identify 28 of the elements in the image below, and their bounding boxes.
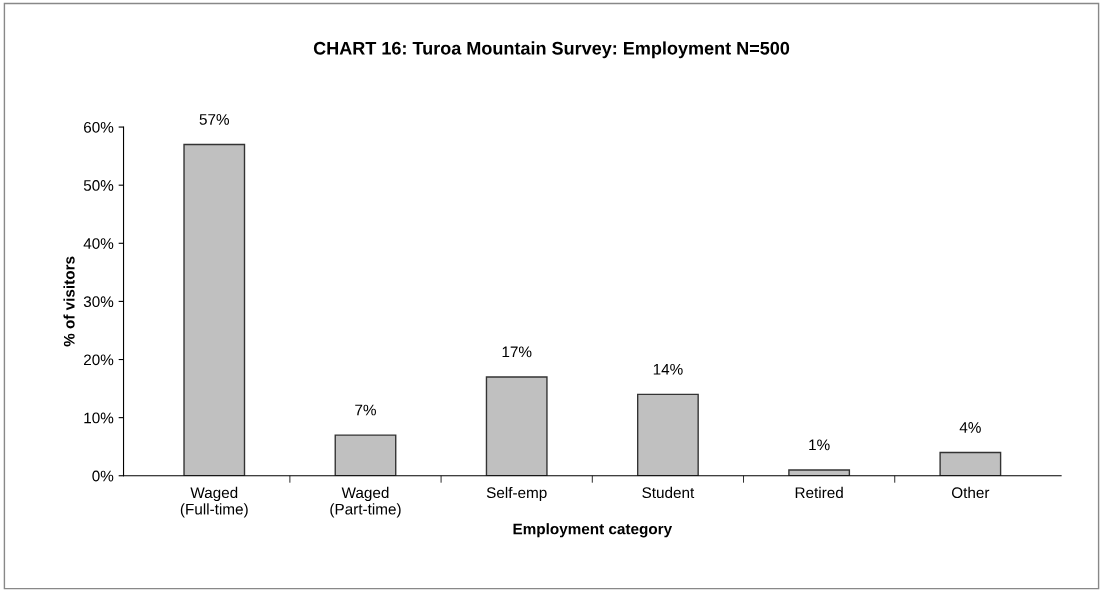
bar — [939, 451, 1002, 476]
y-tick-label: 40% — [83, 238, 114, 249]
bar — [183, 143, 246, 476]
x-tick-label: Waged (Part-time) — [330, 486, 401, 518]
data-label: 7% — [355, 404, 376, 416]
data-label: 4% — [959, 422, 981, 433]
y-tick-label: 10% — [84, 412, 114, 424]
data-label: 1% — [809, 439, 830, 451]
y-tick-label: 60% — [84, 121, 114, 133]
x-tick-label: Self-emp — [486, 486, 547, 502]
y-tick-label: 50% — [83, 180, 114, 191]
x-axis-title: Employment category — [513, 523, 673, 538]
x-tick-label: Waged (Full-time) — [180, 486, 248, 518]
bar — [788, 469, 851, 476]
bar — [334, 434, 397, 476]
chart-title: CHART 16: Turoa Mountain Survey: Employment N=500 — [313, 41, 790, 59]
x-tick-label: Student — [642, 486, 695, 499]
y-tick-label: 0% — [92, 470, 114, 482]
data-label: 57% — [199, 114, 230, 125]
y-axis-title: % of visitors — [63, 256, 75, 347]
data-label: 14% — [653, 363, 683, 375]
y-tick-label: 30% — [83, 296, 114, 308]
x-tick-label: Other — [951, 486, 990, 499]
x-tick-label: Retired — [795, 486, 843, 499]
y-tick-label: 20% — [84, 354, 114, 366]
bar — [636, 393, 699, 476]
bar — [485, 376, 548, 476]
data-label: 17% — [502, 346, 532, 358]
